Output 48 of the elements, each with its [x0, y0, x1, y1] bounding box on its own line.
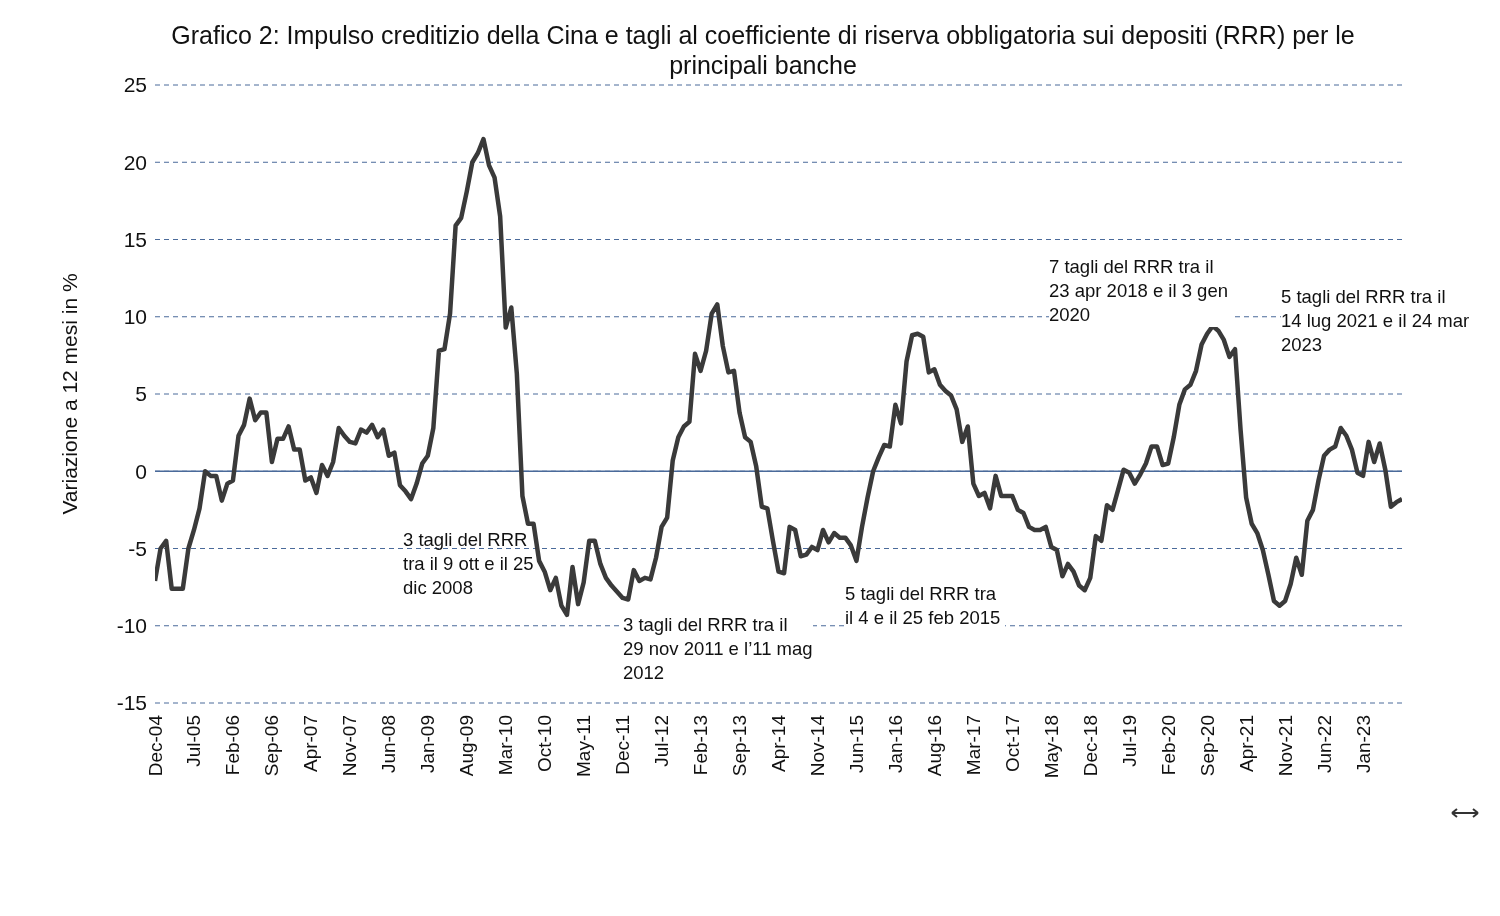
- x-tick-label: Feb-06: [222, 715, 244, 776]
- x-tick-label: Apr-21: [1235, 715, 1257, 773]
- x-tick-label: Feb-13: [690, 715, 712, 776]
- y-tick-label: -5: [128, 536, 147, 560]
- x-tick-label: Oct-10: [534, 715, 556, 773]
- x-tick-label: Jan-23: [1352, 715, 1374, 774]
- annotation: 3 tagli del RRR tra il 9 ott e il 25 dic 2008: [403, 528, 535, 600]
- x-tick-label: Jul-05: [183, 715, 205, 767]
- x-tick-label: Jul-19: [1118, 715, 1140, 767]
- x-tick-label: Jul-12: [651, 715, 673, 767]
- x-tick-label: Jan-09: [417, 715, 439, 774]
- x-tick-label: Nov-14: [806, 714, 828, 777]
- annotation: 5 tagli del RRR tra il 4 e il 25 feb 2015: [845, 582, 1005, 630]
- y-tick-label: 20: [123, 150, 147, 174]
- annotation: 3 tagli del RRR tra il 29 nov 2011 e l’11 mag 2012: [623, 613, 813, 685]
- x-tick-label: Sep-06: [261, 715, 283, 777]
- x-tick-label: Sep-20: [1196, 715, 1218, 777]
- y-tick-label: 15: [123, 227, 147, 251]
- y-tick-label: 0: [135, 459, 147, 483]
- x-tick-label: Jun-15: [845, 715, 867, 774]
- x-tick-label: Mar-10: [495, 715, 517, 776]
- x-tick-label: May-11: [573, 715, 595, 777]
- y-tick-label: 10: [123, 305, 147, 329]
- x-tick-label: Aug-16: [923, 715, 945, 777]
- x-tick-label: Apr-14: [768, 714, 789, 773]
- y-tick-label: 25: [123, 73, 147, 97]
- x-tick-label: Oct-17: [1001, 715, 1023, 773]
- x-tick-label: Feb-20: [1157, 715, 1179, 776]
- y-axis-title: Variazione a 12 mesi in %: [58, 273, 82, 515]
- x-tick-label: Dec-18: [1079, 715, 1101, 777]
- x-tick-label: Dec-04: [144, 714, 166, 777]
- y-tick-label: -10: [116, 614, 147, 638]
- x-tick-label: Sep-13: [729, 715, 751, 777]
- x-tick-label: Jun-08: [378, 715, 400, 774]
- annotation: 7 tagli del RRR tra il 23 apr 2018 e il 3 gen 2020: [1049, 255, 1234, 327]
- x-tick-label: Aug-09: [456, 715, 478, 777]
- x-tick-label: Nov-07: [339, 715, 361, 777]
- annotation: 5 tagli del RRR tra il 14 lug 2021 e il 24 mar 2023: [1281, 285, 1471, 357]
- x-tick-label: May-18: [1040, 715, 1062, 779]
- y-tick-label: 5: [135, 382, 147, 406]
- x-tick-label: Nov-21: [1274, 715, 1296, 777]
- chart-title: Grafico 2: Impulso creditizio della Cina e tagli al coefficiente di riserva obbligatoria sui depositi (RRR) per le principali banche: [170, 20, 1356, 80]
- x-tick-label: Jan-16: [884, 715, 906, 774]
- x-tick-label: Apr-07: [300, 715, 322, 773]
- x-tick-label: Jun-22: [1313, 715, 1335, 774]
- x-tick-label: Mar-17: [962, 715, 984, 776]
- x-tick-label: Dec-11: [612, 715, 634, 775]
- y-tick-label: -15: [116, 691, 147, 715]
